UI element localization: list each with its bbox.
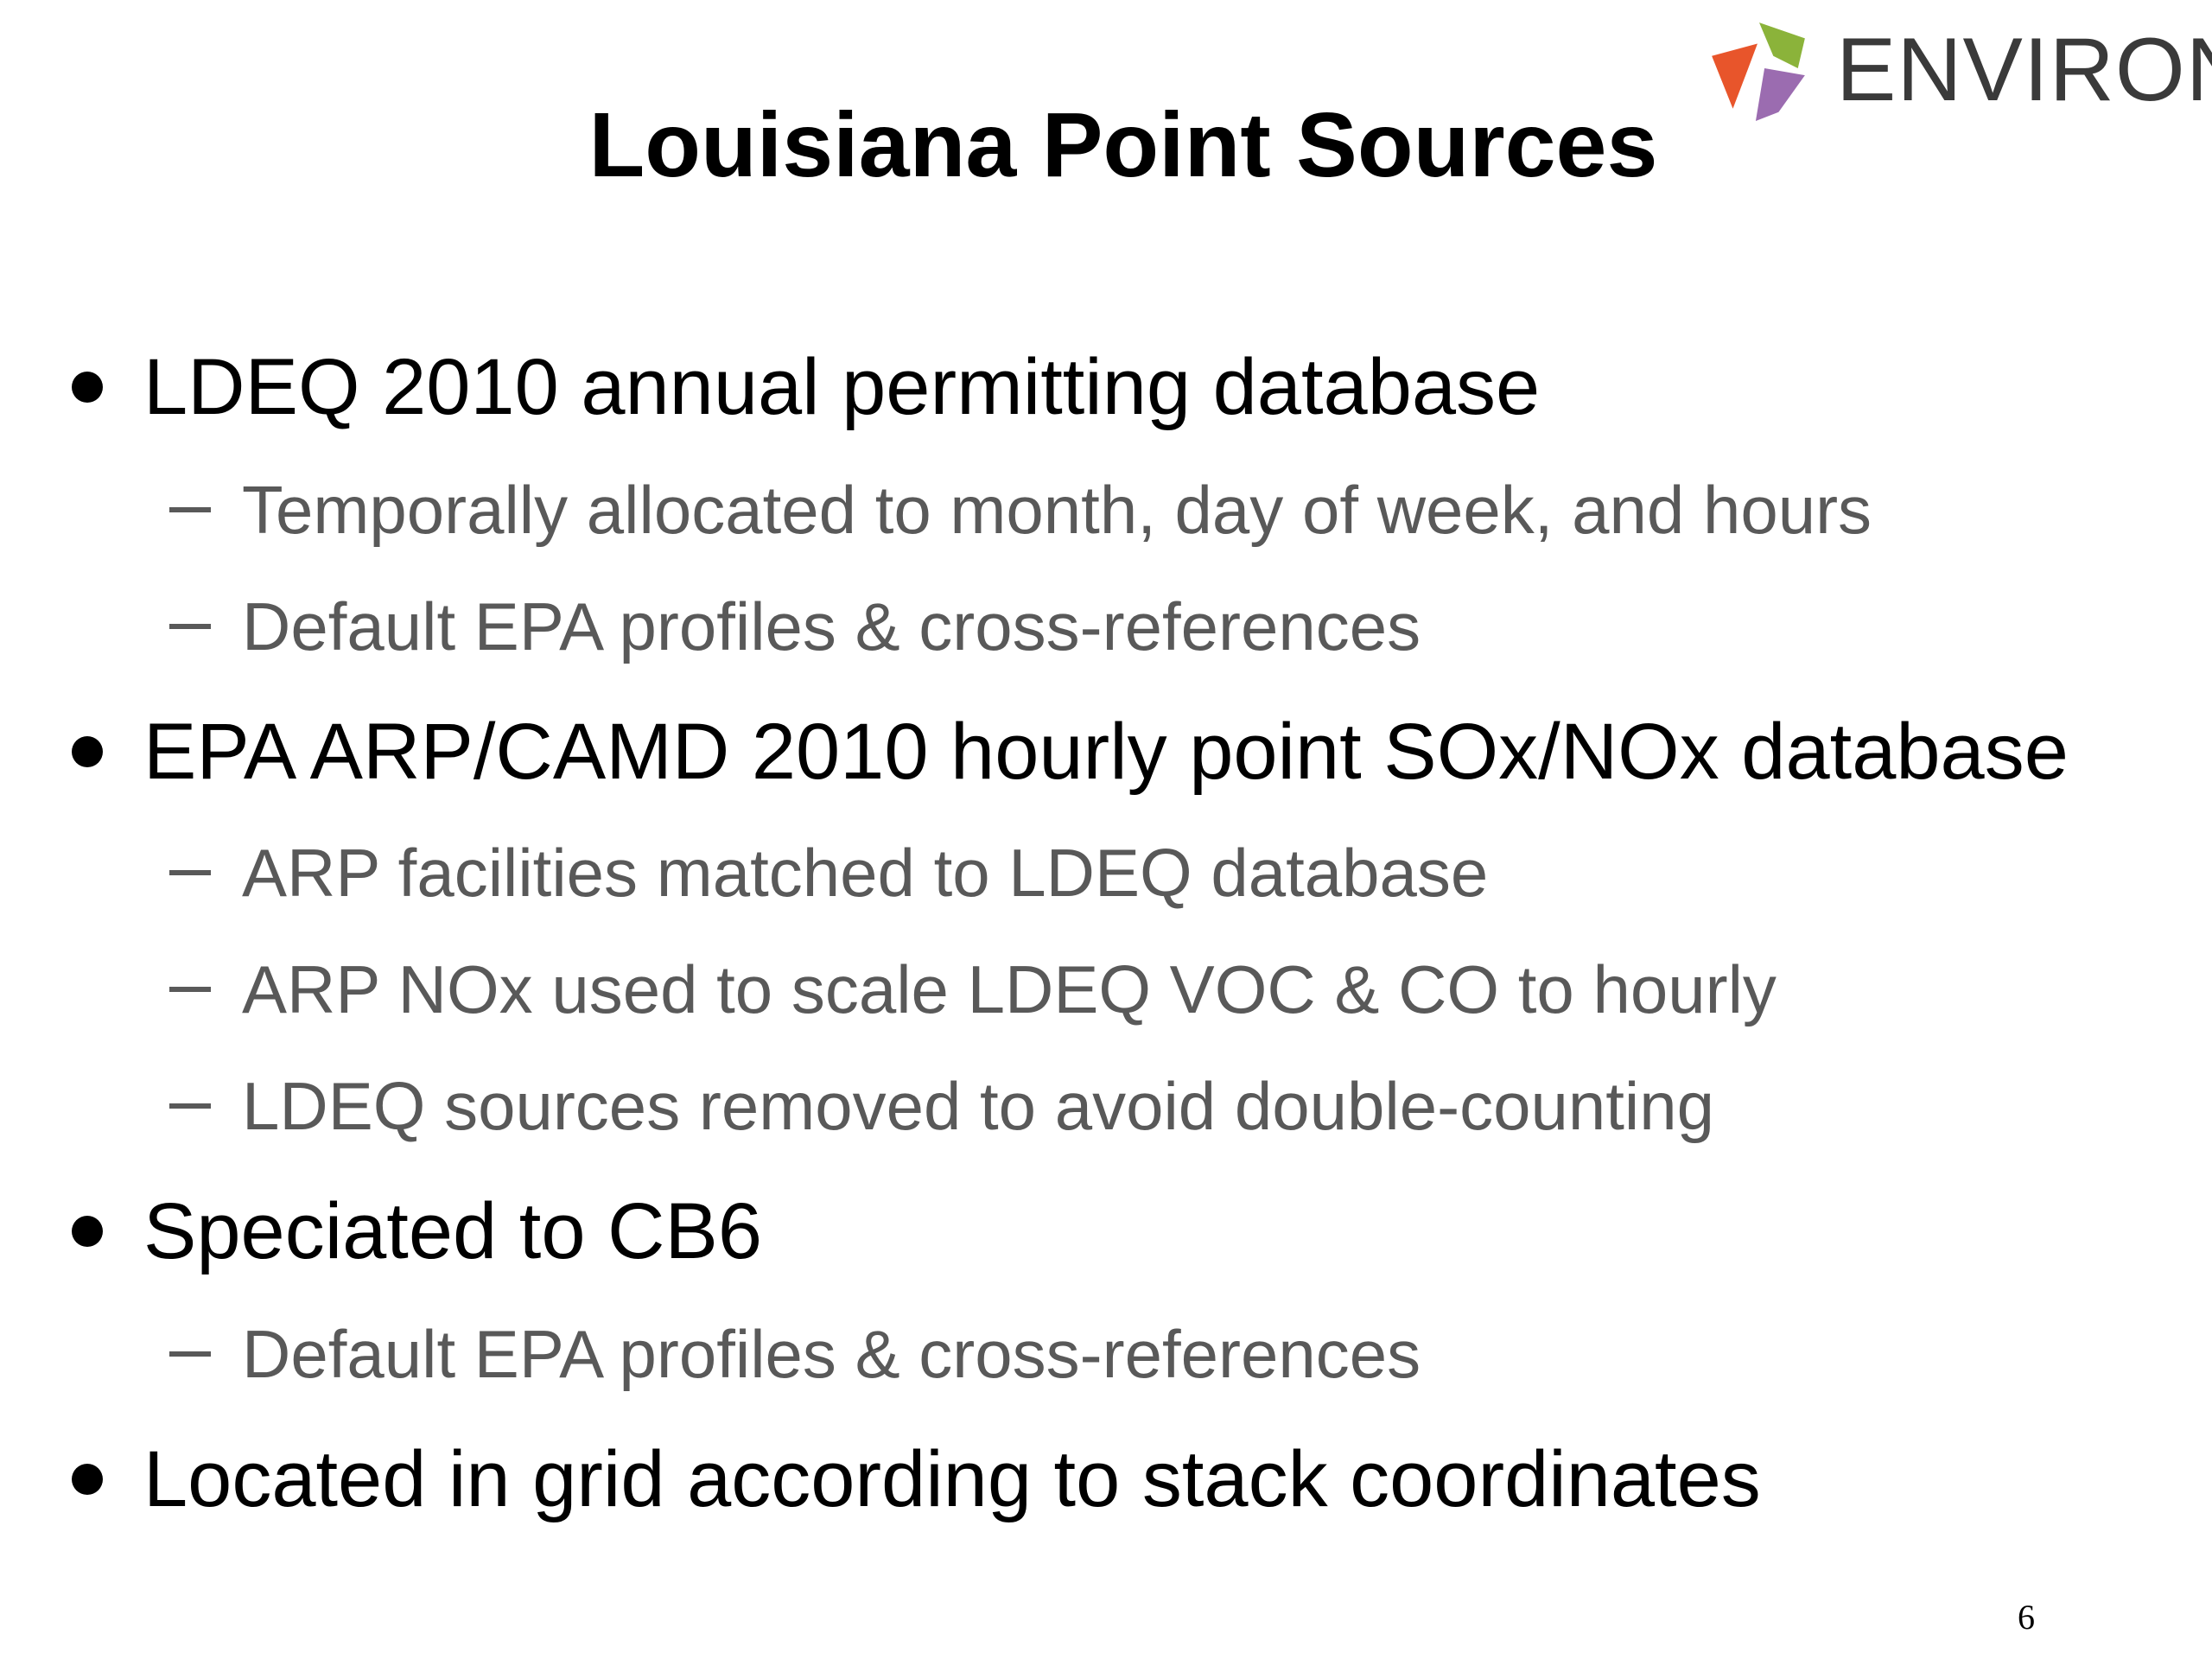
dash-icon [169, 1103, 211, 1109]
bullet-text: Located in grid according to stack coord… [143, 1435, 1761, 1523]
slide-title: Louisiana Point Sources [588, 94, 1658, 196]
sub-bullet-text: LDEQ sources removed to avoid double-cou… [242, 1068, 1714, 1144]
bullet-dot-icon [72, 1464, 103, 1495]
sub-bullet-item: Temporally allocated to month, day of we… [0, 471, 2212, 549]
bullet-item: Located in grid according to stack coord… [0, 1436, 2212, 1522]
bullet-item: LDEQ 2010 annual permitting database [0, 344, 2212, 430]
dash-icon [169, 507, 211, 512]
sub-bullet-item: Default EPA profiles & cross-references [0, 588, 2212, 665]
environ-logo-mark-icon [1712, 22, 1805, 121]
dash-icon [169, 624, 211, 629]
page-number: 6 [2018, 1598, 2035, 1637]
bullet-dot-icon [72, 372, 103, 403]
bullet-text: EPA ARP/CAMD 2010 hourly point SOx/NOx d… [143, 708, 2069, 796]
sub-bullet-item: LDEQ sources removed to avoid double-cou… [0, 1067, 2212, 1145]
bullet-text: LDEQ 2010 annual permitting database [143, 343, 1541, 431]
sub-bullet-item: Default EPA profiles & cross-references [0, 1315, 2212, 1393]
sub-bullet-item: ARP NOx used to scale LDEQ VOC & CO to h… [0, 950, 2212, 1028]
sub-bullet-item: ARP facilities matched to LDEQ database [0, 834, 2212, 912]
dash-icon [169, 870, 211, 875]
dash-icon [169, 1351, 211, 1357]
bullet-item: Speciated to CB6 [0, 1188, 2212, 1274]
sub-bullet-text: Default EPA profiles & cross-references [242, 1316, 1421, 1392]
environ-logo: ENVIRON [1707, 14, 2212, 126]
bullet-dot-icon [72, 736, 103, 767]
bullet-item: EPA ARP/CAMD 2010 hourly point SOx/NOx d… [0, 709, 2212, 795]
sub-bullet-text: ARP NOx used to scale LDEQ VOC & CO to h… [242, 951, 1777, 1027]
logo-text: ENVIRON [1836, 20, 2212, 120]
dash-icon [169, 987, 211, 992]
sub-bullet-text: Default EPA profiles & cross-references [242, 588, 1421, 664]
bullet-dot-icon [72, 1216, 103, 1247]
bullet-text: Speciated to CB6 [143, 1187, 763, 1275]
sub-bullet-text: ARP facilities matched to LDEQ database [242, 835, 1489, 911]
sub-bullet-text: Temporally allocated to month, day of we… [242, 472, 1872, 548]
